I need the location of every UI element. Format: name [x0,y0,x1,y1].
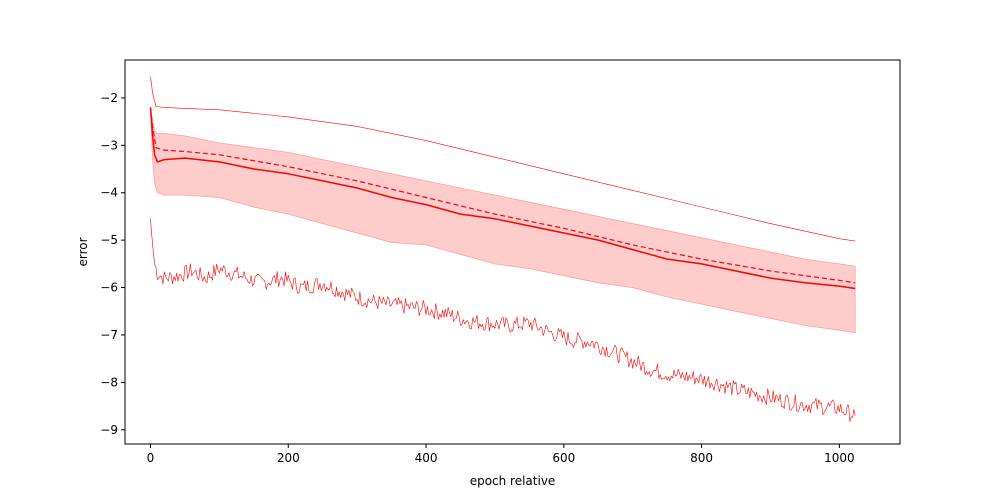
y-tick-label: −5 [100,233,118,247]
y-tick-label: −8 [100,375,118,389]
y-tick-label: −9 [100,423,118,437]
x-axis-label: epoch relative [470,474,556,488]
dashed-line [149,107,856,284]
x-tick-label: 200 [277,451,300,465]
x-tick-label: 400 [415,451,438,465]
plot-area [149,76,856,422]
x-tick-label: 0 [147,451,155,465]
y-axis-label: error [76,237,90,266]
max-line [150,76,856,242]
x-tick-label: 1000 [824,451,855,465]
x-tick-label: 600 [552,451,575,465]
axes: 0 200 400 600 800 1000 −2 −3 −4 −5 −6 −7 −8 −9 [100,91,854,465]
y-tick-label: −7 [100,328,118,342]
solid-line [149,107,856,290]
x-tick-label: 800 [690,451,713,465]
y-tick-label: −6 [100,281,118,295]
y-tick-label: −4 [100,186,118,200]
min-line [150,218,856,422]
y-tick-label: −2 [100,91,118,105]
y-tick-label: −3 [100,138,118,152]
plot-frame [124,59,901,445]
